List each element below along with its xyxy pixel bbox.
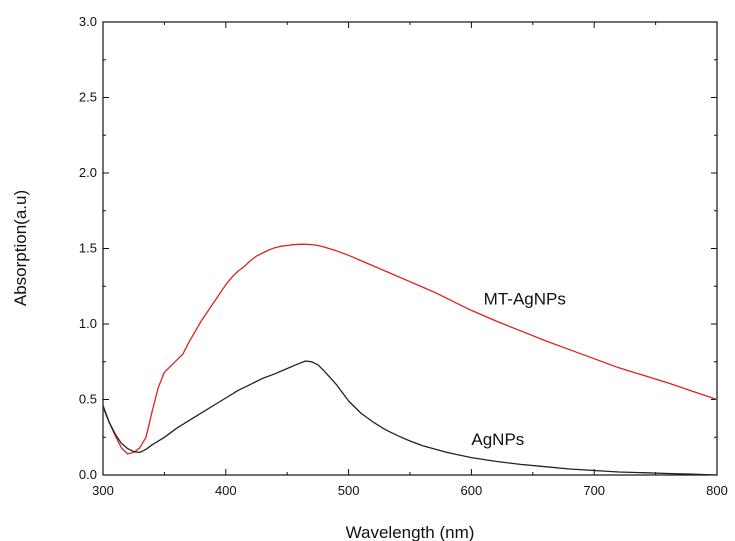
series-layer [102,243,718,476]
y-tick-label: 2.0 [79,165,97,180]
x-tick-label: 300 [92,483,114,498]
series-label: AgNPs [471,430,524,449]
x-axis: 300 400 500 600 700 800 [92,22,728,498]
y-axis: 0.0 0.5 1.0 1.5 2.0 2.5 3.0 [79,14,717,482]
series-line-mt-agnps [102,243,718,455]
y-tick-label: 0.5 [79,392,97,407]
series-line-agnps [102,360,718,476]
y-tick-label: 0.0 [79,467,97,482]
y-tick-label: 2.5 [79,90,97,105]
y-tick-label: 1.5 [79,241,97,256]
annotation-layer: MT-AgNPs AgNPs [471,289,565,448]
y-tick-label: 3.0 [79,14,97,29]
y-tick-label: 1.0 [79,316,97,331]
x-tick-label: 500 [338,483,360,498]
x-tick-label: 700 [583,483,605,498]
x-tick-label: 400 [215,483,237,498]
x-axis-title: Wavelength (nm) [346,523,475,541]
y-axis-title: Absorption(a.u) [11,190,30,306]
plot-frame [102,21,718,476]
x-tick-label: 800 [706,483,728,498]
x-tick-label: 600 [461,483,483,498]
series-label: MT-AgNPs [484,289,566,308]
